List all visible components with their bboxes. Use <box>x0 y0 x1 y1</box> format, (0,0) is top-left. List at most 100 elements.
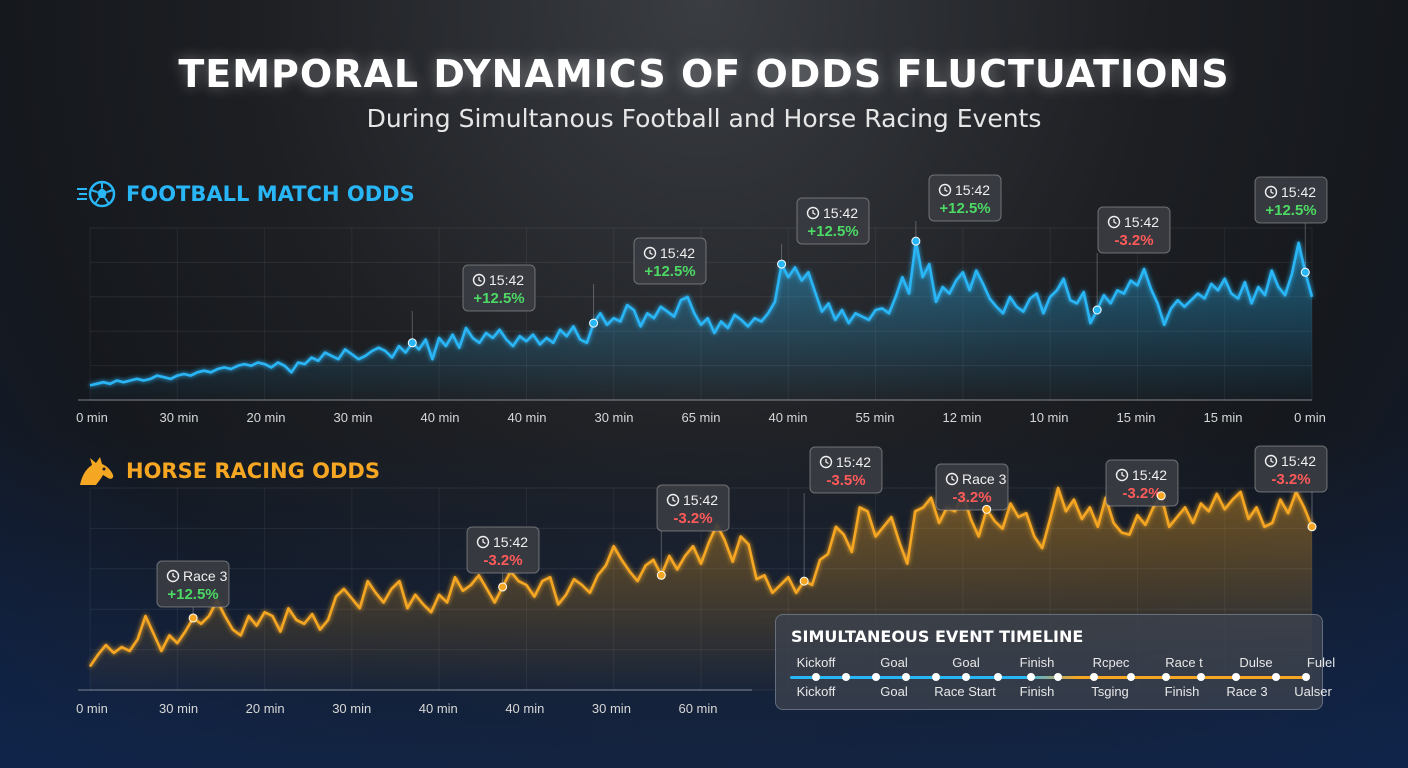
annotation-box <box>1254 176 1328 224</box>
clock-icon <box>819 455 833 469</box>
clock-hand <box>825 459 829 465</box>
annotation-box <box>796 197 870 245</box>
timeline-title: SIMULTANEOUS EVENT TIMELINE <box>791 627 1084 646</box>
x-tick-label: 12 min <box>942 410 981 425</box>
annotation-value: -3.2% <box>952 489 991 506</box>
football-line <box>89 239 1314 387</box>
annotation-point <box>498 582 508 592</box>
x-tick-label: 30 min <box>159 410 198 425</box>
x-tick-label: 0 min <box>1294 410 1326 425</box>
timeline-marker <box>962 673 970 681</box>
timeline-bottom-label: Finish <box>1164 684 1200 699</box>
annotation-time: Race 3 <box>183 568 228 584</box>
annotation-time: 15:42 <box>493 534 528 550</box>
timeline-top-label: Finish <box>1019 655 1055 670</box>
timeline-marker <box>1272 673 1280 681</box>
annotation-value: +12.5% <box>473 290 524 307</box>
annotation-time: 15:42 <box>1281 453 1316 469</box>
event-timeline-panel: SIMULTANEOUS EVENT TIMELINE Kickoff Goal G… <box>775 614 1335 710</box>
football-section-heading: FOOTBALL MATCH ODDS <box>76 178 415 210</box>
annotation-time: 15:42 <box>1132 467 1167 483</box>
clock-icon <box>938 183 952 197</box>
x-tick-label: 60 min <box>678 701 717 716</box>
annotation-box <box>1254 445 1328 493</box>
horse-x-axis: 0 min 30 min 20 min 30 min 40 min 40 min 30 mi… <box>76 701 717 716</box>
clock-icon <box>476 535 490 549</box>
annotation-time: 15:42 <box>823 205 858 221</box>
timeline-marker <box>812 673 820 681</box>
x-tick-label: 40 min <box>420 410 459 425</box>
clock-icon <box>472 273 486 287</box>
timeline-marker <box>1090 673 1098 681</box>
x-tick-label: 20 min <box>246 701 285 716</box>
annotation-point <box>656 570 666 580</box>
clock-icon <box>945 472 959 486</box>
annotation-value: +12.5% <box>939 200 990 217</box>
annotation-box <box>935 463 1009 511</box>
annotation-box <box>928 174 1002 222</box>
annotation-point <box>777 259 787 269</box>
annotation-time: 15:42 <box>660 245 695 261</box>
timeline-bottom-label: Tsging <box>1091 684 1129 699</box>
clock-hand <box>944 187 948 193</box>
football-area <box>90 241 1312 400</box>
annotation-point <box>799 576 809 586</box>
annotation-box <box>156 560 230 608</box>
timeline-top-label: Fulel <box>1306 655 1336 670</box>
x-tick-label: 30 min <box>332 701 371 716</box>
page-subtitle: During Simultanous Football and Horse Ra… <box>366 104 1042 133</box>
annotation-point <box>911 236 921 246</box>
timeline-marker <box>1197 673 1205 681</box>
timeline-marker <box>932 673 940 681</box>
annotation-box <box>1097 206 1171 254</box>
timeline-marker <box>994 673 1002 681</box>
annotation-point <box>1092 305 1102 315</box>
annotation-value: -3.2% <box>673 510 712 527</box>
annotation-point <box>589 318 599 328</box>
annotation-value: +12.5% <box>807 223 858 240</box>
timeline-top-label: Goal <box>952 655 980 670</box>
annotation-value: -3.2% <box>1271 471 1310 488</box>
timeline-bottom-label: Race 3 <box>1226 684 1268 699</box>
annotation-box <box>466 526 540 574</box>
x-tick-label: 40 min <box>768 410 807 425</box>
x-tick-label: 40 min <box>505 701 544 716</box>
clock-hand <box>1121 472 1125 478</box>
annotation-value: -3.2% <box>1122 485 1161 502</box>
timeline-marker <box>1232 673 1240 681</box>
football-x-axis: 0 min 30 min 20 min 30 min 40 min 40 min 30 mi… <box>76 410 1326 425</box>
annotation-time: 15:42 <box>1281 184 1316 200</box>
timeline-marker <box>1162 673 1170 681</box>
x-tick-label: 15 min <box>1116 410 1155 425</box>
annotation-point <box>982 504 992 514</box>
timeline-top-label: Dulse <box>1239 655 1273 670</box>
clock-icon <box>1264 454 1278 468</box>
annotation-box <box>656 484 730 532</box>
timeline-top-label: Kickoff <box>796 655 836 670</box>
soccer-ball-icon <box>77 180 116 208</box>
annotation-value: -3.5% <box>826 472 865 489</box>
annotation-value: +12.5% <box>167 586 218 603</box>
clock-hand <box>1113 219 1117 225</box>
timeline-marker <box>902 673 910 681</box>
x-tick-label: 40 min <box>419 701 458 716</box>
annotation-time: 15:42 <box>1124 214 1159 230</box>
clock-icon <box>666 493 680 507</box>
clock-icon <box>1115 468 1129 482</box>
x-tick-label: 0 min <box>76 410 108 425</box>
x-tick-label: 10 min <box>1029 410 1068 425</box>
x-tick-label: 20 min <box>246 410 285 425</box>
clock-icon <box>806 206 820 220</box>
timeline-bottom-label: Race Start <box>934 684 996 699</box>
timeline-bottom-label: Finish <box>1019 684 1055 699</box>
annotation-value: -3.2% <box>483 552 522 569</box>
horse-annotations: Race 3 +12.5% 15:42 -3.2% 15:42 -3.2% 15:42 -3.… <box>156 445 1328 623</box>
annotation-time: 15:42 <box>955 182 990 198</box>
x-tick-label: 15 min <box>1203 410 1242 425</box>
x-tick-label: 30 min <box>333 410 372 425</box>
clock-hand <box>1270 458 1274 464</box>
clock-hand <box>478 277 482 283</box>
annotation-value: +12.5% <box>644 263 695 280</box>
clock-icon <box>643 246 657 260</box>
annotation-time: 15:42 <box>683 492 718 508</box>
